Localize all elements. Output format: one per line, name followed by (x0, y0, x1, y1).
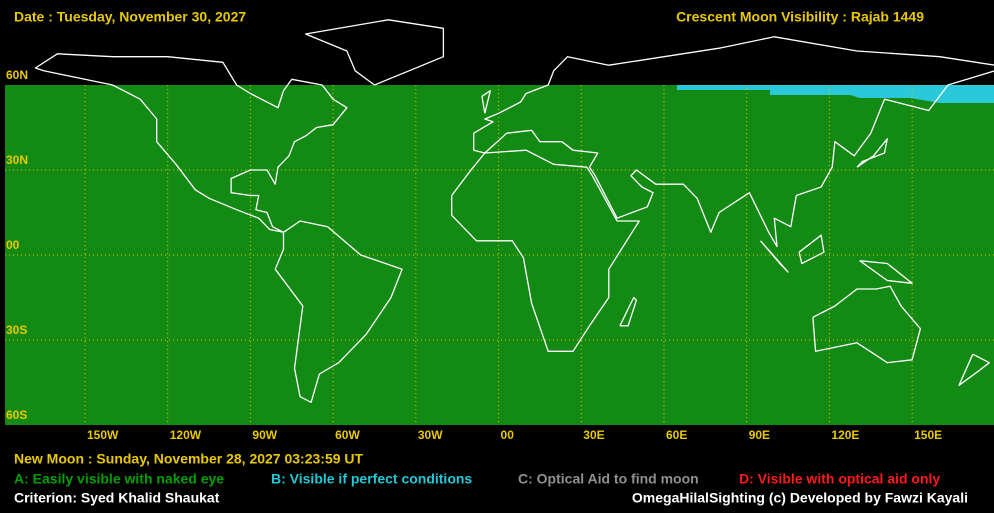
lon-label: 150E (914, 428, 942, 442)
lon-label: 30E (583, 428, 604, 442)
lat-label: 30N (6, 153, 28, 167)
lon-label: 120W (170, 428, 202, 442)
legend-b: B: Visible if perfect conditions (271, 471, 472, 487)
date: Date : Tuesday, November 30, 2027 (14, 9, 246, 25)
legend-c: C: Optical Aid to find moon (518, 471, 699, 487)
coastline (34, 53, 348, 233)
graticule (5, 85, 994, 425)
coastline (619, 296, 638, 327)
lat-label: 60N (6, 68, 28, 82)
coastline (473, 36, 994, 248)
lat-label: 00 (6, 238, 20, 252)
coastline (798, 234, 825, 265)
coastlines (34, 19, 994, 403)
new-moon: New Moon : Sunday, November 28, 2027 03:… (14, 451, 364, 467)
coastline (481, 90, 491, 114)
lon-label: 120E (831, 428, 859, 442)
lon-label: 60W (335, 428, 360, 442)
lat-label: 60S (6, 408, 27, 422)
coastline (859, 260, 913, 284)
lon-label: 00 (501, 428, 515, 442)
lon-label: 30W (418, 428, 443, 442)
coastline (958, 353, 990, 386)
coastline (760, 240, 789, 273)
lat-label: 30S (6, 323, 27, 337)
lon-label: 90W (252, 428, 277, 442)
coastline (274, 220, 403, 403)
criterion: Criterion: Syed Khalid Shaukat (14, 490, 220, 506)
legend-d: D: Visible with optical aid only (739, 471, 940, 487)
credit: OmegaHilalSighting (c) Developed by Fawz… (632, 490, 968, 506)
coastline (304, 19, 445, 86)
title: Crescent Moon Visibility : Rajab 1449 (676, 9, 924, 25)
lon-label: 150W (87, 428, 119, 442)
lon-label: 60E (666, 428, 687, 442)
axis-labels: 60N 30N 00 30S 60S 150W 120W 90W 60W 30W 00 30E 60E 9… (6, 68, 942, 442)
coastline (812, 285, 922, 364)
lon-label: 90E (749, 428, 770, 442)
legend-a: A: Easily visible with naked eye (14, 471, 224, 487)
coastline (856, 138, 888, 168)
visibility-zone-b (677, 85, 994, 103)
coastline (451, 149, 640, 352)
